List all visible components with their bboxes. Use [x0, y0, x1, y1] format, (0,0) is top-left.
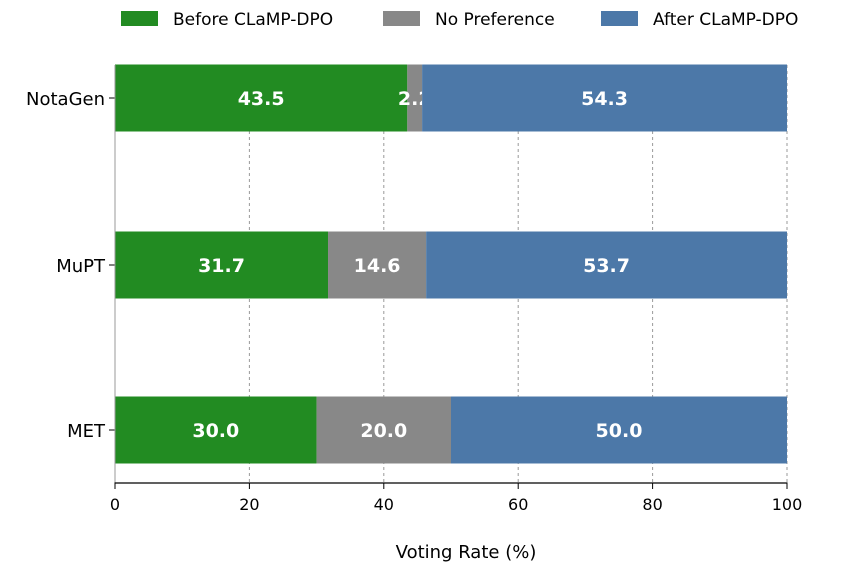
- legend-label-2: After CLaMP-DPO: [653, 10, 798, 30]
- legend-swatch-1: [383, 11, 420, 26]
- x-axis-label: Voting Rate (%): [396, 542, 537, 563]
- bar-value-label: 54.3: [581, 88, 628, 110]
- x-tick-label-40: 40: [374, 495, 394, 514]
- y-tick-label-mupt: MuPT: [56, 256, 106, 277]
- x-tick-label-60: 60: [508, 495, 528, 514]
- legend-swatch-2: [601, 11, 638, 26]
- bar-value-label: 14.6: [354, 255, 401, 277]
- bar-value-label: 31.7: [198, 255, 245, 277]
- bar-value-label: 20.0: [360, 420, 407, 442]
- bar-notagen-series-0: [115, 64, 408, 132]
- y-tick-label-met: MET: [67, 421, 106, 442]
- bar-met-series-1: [316, 396, 451, 464]
- axes: NotaGen MuPT MET 0 20 40 60 80 100: [26, 65, 802, 514]
- bar-value-label: 53.7: [583, 255, 630, 277]
- bar-notagen-series-1: [407, 64, 423, 132]
- legend: Before CLaMP-DPO No Preference After CLaMP…: [121, 10, 798, 30]
- x-tick-label-0: 0: [110, 495, 120, 514]
- bar-mupt-series-1: [328, 231, 427, 299]
- legend-swatch-0: [121, 11, 158, 26]
- y-tick-label-notagen: NotaGen: [26, 89, 105, 110]
- bar-value-label: 30.0: [192, 420, 239, 442]
- bar-mupt-series-0: [115, 231, 329, 299]
- legend-label-0: Before CLaMP-DPO: [173, 10, 333, 30]
- bar-met-series-0: [115, 396, 317, 464]
- x-tick-label-20: 20: [239, 495, 259, 514]
- bar-value-label: 50.0: [596, 420, 643, 442]
- bars: 43.5 2.2 54.331.7 14.6 53.730.0 20.0 50.0: [115, 64, 787, 464]
- bar-mupt-series-2: [426, 231, 787, 299]
- legend-label-1: No Preference: [435, 10, 555, 30]
- x-tick-label-80: 80: [642, 495, 662, 514]
- bar-notagen-series-2: [422, 64, 787, 132]
- bar-value-label: 43.5: [238, 88, 285, 110]
- x-tick-label-100: 100: [772, 495, 803, 514]
- bar-met-series-2: [451, 396, 787, 464]
